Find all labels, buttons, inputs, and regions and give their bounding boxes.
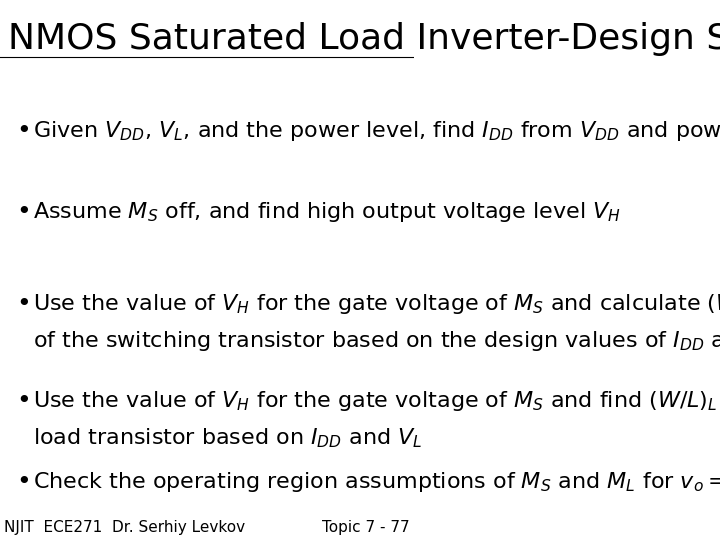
Text: •: •: [17, 200, 31, 224]
Text: Use the value of $V_H$ for the gate voltage of $M_S$ and calculate $(W/L)_S$: Use the value of $V_H$ for the gate volt…: [33, 292, 720, 315]
Text: •: •: [17, 119, 31, 143]
Text: Given $V_{DD}$, $V_L$, and the power level, find $I_{DD}$ from $V_{DD}$ and powe: Given $V_{DD}$, $V_L$, and the power lev…: [33, 119, 720, 143]
Text: Assume $M_S$ off, and find high output voltage level $V_H$: Assume $M_S$ off, and find high output v…: [33, 200, 621, 224]
Text: load transistor based on $I_{DD}$ and $V_L$: load transistor based on $I_{DD}$ and $V…: [33, 427, 423, 450]
Text: •: •: [17, 470, 31, 494]
Text: NJIT  ECE271  Dr. Serhiy Levkov: NJIT ECE271 Dr. Serhiy Levkov: [4, 519, 246, 535]
Text: Topic 7 - 77: Topic 7 - 77: [322, 519, 410, 535]
Text: •: •: [17, 292, 31, 315]
Text: Check the operating region assumptions of $M_S$ and $M_L$ for $v_o = V_L$: Check the operating region assumptions o…: [33, 470, 720, 494]
Text: •: •: [17, 389, 31, 413]
Text: of the switching transistor based on the design values of $I_{DD}$ and $V_L$: of the switching transistor based on the…: [33, 329, 720, 353]
Text: Use the value of $V_H$ for the gate voltage of $M_S$ and find $(W/L)_L$  of the: Use the value of $V_H$ for the gate volt…: [33, 389, 720, 413]
Text: NMOS Saturated Load Inverter-Design Strategy: NMOS Saturated Load Inverter-Design Stra…: [8, 22, 720, 56]
